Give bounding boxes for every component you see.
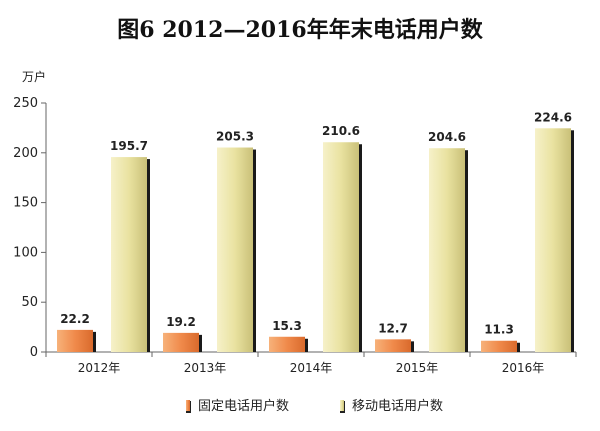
legend: 固定电话用户数 移动电话用户数 <box>186 398 443 414</box>
data-label: 11.3 <box>484 323 514 337</box>
chart-title: 图6 2012—2016年年末电话用户数 <box>117 17 483 43</box>
y-tick-label: 50 <box>21 295 38 310</box>
y-tick-label: 0 <box>30 345 38 360</box>
bars <box>57 128 574 352</box>
data-label: 22.2 <box>60 312 90 326</box>
bar-mobile-phone <box>323 142 359 352</box>
x-tick-label: 2012年 <box>78 361 121 375</box>
data-label: 224.6 <box>534 110 572 124</box>
legend-label: 固定电话用户数 <box>198 398 289 414</box>
legend-swatch <box>186 400 190 411</box>
data-label: 210.6 <box>322 124 360 138</box>
data-label: 19.2 <box>166 315 196 329</box>
data-label: 205.3 <box>216 130 254 144</box>
bar-fixed-phone <box>57 329 93 352</box>
x-axis: 2012年 2013年 2014年 2015年 2016年 <box>45 351 577 375</box>
y-tick-label: 200 <box>13 146 38 161</box>
bar-fixed-phone <box>481 340 517 352</box>
bar-mobile-phone <box>429 148 465 352</box>
y-axis: 0 50 100 150 200 250 <box>13 96 47 360</box>
y-tick-label: 100 <box>13 245 38 260</box>
bar-mobile-phone <box>535 128 571 352</box>
bar-fixed-phone <box>163 332 199 352</box>
data-label: 12.7 <box>378 321 408 335</box>
x-tick-label: 2014年 <box>290 361 333 375</box>
data-label: 195.7 <box>110 139 148 153</box>
legend-label: 移动电话用户数 <box>352 398 443 414</box>
x-tick-label: 2013年 <box>184 361 227 375</box>
data-labels: 22.2 195.7 19.2 205.3 15.3 210.6 12.7 204.6 11.3… <box>60 110 572 336</box>
data-label: 204.6 <box>428 130 466 144</box>
bar-fixed-phone <box>375 339 411 352</box>
data-label: 15.3 <box>272 319 302 333</box>
x-tick-label: 2016年 <box>502 361 545 375</box>
bar-mobile-phone <box>217 147 253 352</box>
bar-fixed-phone <box>269 336 305 352</box>
x-tick-label: 2015年 <box>396 361 439 375</box>
y-axis-unit: 万户 <box>22 69 46 84</box>
legend-swatch <box>340 400 344 411</box>
y-tick-label: 250 <box>13 96 38 111</box>
bar-mobile-phone <box>111 157 147 352</box>
y-tick-label: 150 <box>13 196 38 211</box>
